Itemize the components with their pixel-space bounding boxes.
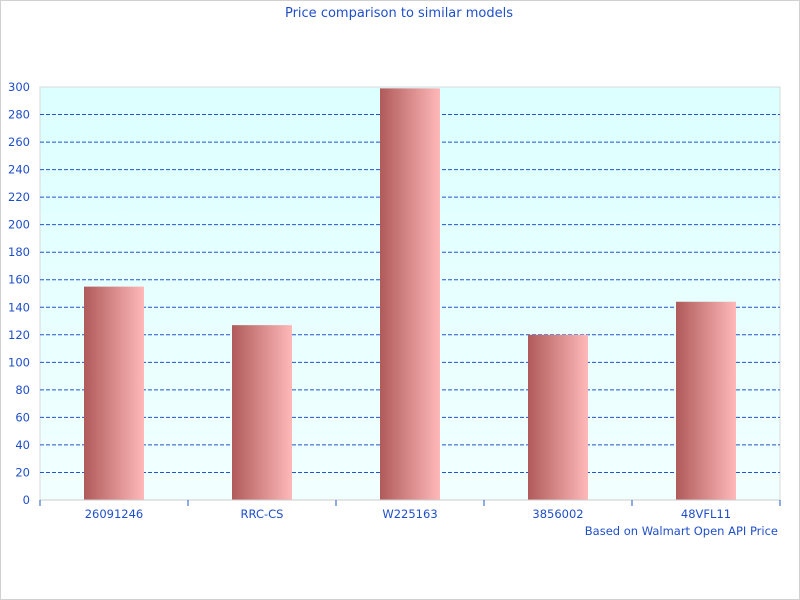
x-tick-label: 48VFL11 [681,507,731,521]
y-tick-label: 280 [8,108,30,122]
y-tick-label: 300 [8,80,30,94]
y-tick-label: 260 [8,135,30,149]
y-tick-label: 40 [15,438,30,452]
y-tick-label: 120 [8,328,30,342]
bar-W225163 [380,88,440,501]
chart-title: Price comparison to similar models [285,6,513,21]
y-tick-label: 200 [8,218,30,232]
y-tick-label: 0 [23,493,30,507]
y-tick-label: 160 [8,273,30,287]
y-tick-label: 140 [8,300,30,314]
x-tick-label: 3856002 [532,507,583,521]
x-tick-label: W225163 [382,507,437,521]
bar-48VFL11 [676,301,736,500]
x-tick-label: RRC-CS [241,507,284,521]
y-tick-label: 180 [8,245,30,259]
bar-RRC-CS [232,325,292,500]
bar-26091246 [84,286,144,500]
y-tick-label: 240 [8,163,30,177]
bar-3856002 [528,334,588,500]
y-tick-label: 100 [8,355,30,369]
x-tick-label: 26091246 [85,507,144,521]
y-tick-label: 20 [15,465,30,479]
y-tick-label: 80 [15,383,30,397]
y-tick-label: 60 [15,410,30,424]
x-axis-label: Based on Walmart Open API Price [585,524,778,538]
y-tick-label: 220 [8,190,30,204]
